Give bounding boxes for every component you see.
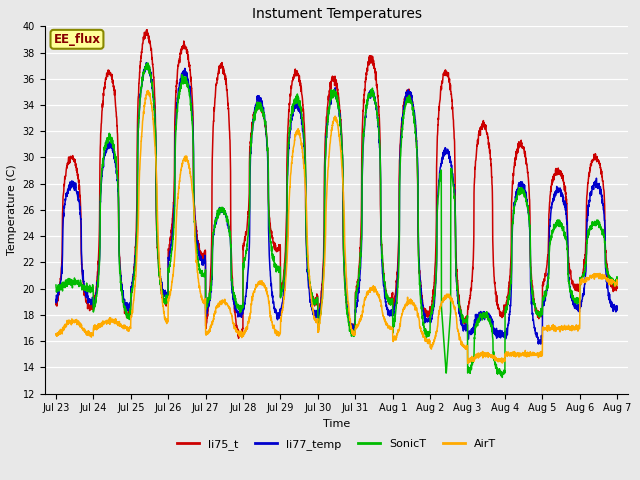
AirT xyxy=(613,282,621,288)
SonicT xyxy=(499,374,506,380)
Line: SonicT: SonicT xyxy=(56,63,617,377)
li77_temp xyxy=(143,60,150,66)
li75_t xyxy=(150,73,157,79)
li77_temp xyxy=(116,264,124,270)
AirT xyxy=(603,275,611,280)
li77_temp xyxy=(603,279,611,285)
li77_temp xyxy=(537,341,545,347)
SonicT xyxy=(150,95,157,101)
X-axis label: Time: Time xyxy=(323,419,350,429)
Line: li75_t: li75_t xyxy=(56,30,617,338)
li77_temp xyxy=(268,281,275,287)
SonicT xyxy=(52,282,60,288)
Text: EE_flux: EE_flux xyxy=(54,33,100,46)
li75_t xyxy=(143,27,151,33)
li75_t xyxy=(52,299,60,304)
Legend: li75_t, li77_temp, SonicT, AirT: li75_t, li77_temp, SonicT, AirT xyxy=(173,434,500,454)
AirT xyxy=(116,323,124,328)
SonicT xyxy=(116,267,124,273)
SonicT xyxy=(542,292,550,298)
li75_t xyxy=(116,262,124,267)
AirT xyxy=(464,360,472,366)
AirT xyxy=(542,326,550,332)
Title: Instument Temperatures: Instument Temperatures xyxy=(252,7,422,21)
SonicT xyxy=(144,60,152,66)
Line: AirT: AirT xyxy=(56,91,617,363)
li75_t xyxy=(292,69,300,74)
AirT xyxy=(144,88,152,94)
li75_t xyxy=(542,268,550,274)
SonicT xyxy=(268,245,275,251)
AirT xyxy=(268,316,275,322)
li75_t xyxy=(613,285,621,291)
li77_temp xyxy=(292,98,300,104)
SonicT xyxy=(603,266,611,272)
li77_temp xyxy=(150,96,157,102)
li75_t xyxy=(235,336,243,341)
li77_temp xyxy=(52,298,60,303)
AirT xyxy=(292,130,300,135)
li77_temp xyxy=(542,292,550,298)
SonicT xyxy=(613,279,621,285)
SonicT xyxy=(292,96,300,102)
li77_temp xyxy=(613,303,621,309)
AirT xyxy=(52,332,60,337)
Line: li77_temp: li77_temp xyxy=(56,63,617,344)
AirT xyxy=(150,121,157,127)
Y-axis label: Temperature (C): Temperature (C) xyxy=(7,165,17,255)
li75_t xyxy=(603,259,611,264)
li75_t xyxy=(268,229,275,235)
